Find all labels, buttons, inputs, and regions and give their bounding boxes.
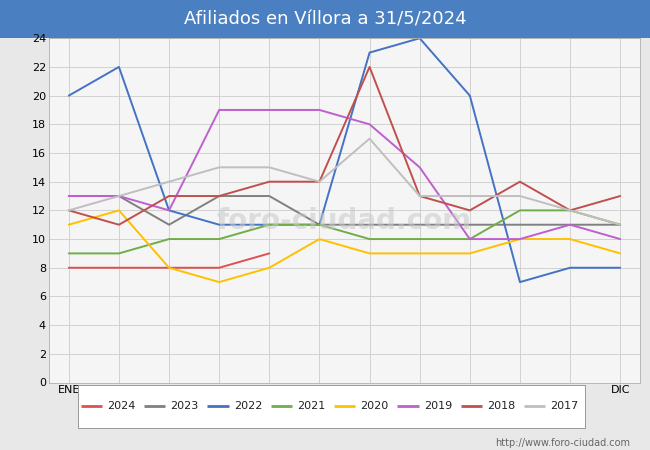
Text: 2019: 2019 bbox=[424, 401, 452, 411]
Text: 2017: 2017 bbox=[551, 401, 578, 411]
Text: 2021: 2021 bbox=[297, 401, 325, 411]
Text: 2024: 2024 bbox=[107, 401, 135, 411]
Text: foro-ciudad.com: foro-ciudad.com bbox=[217, 207, 472, 235]
Text: 2018: 2018 bbox=[487, 401, 515, 411]
Text: 2022: 2022 bbox=[233, 401, 262, 411]
Text: Afiliados en Víllora a 31/5/2024: Afiliados en Víllora a 31/5/2024 bbox=[184, 10, 466, 28]
Text: http://www.foro-ciudad.com: http://www.foro-ciudad.com bbox=[495, 438, 630, 448]
Text: 2020: 2020 bbox=[360, 401, 389, 411]
Text: 2023: 2023 bbox=[170, 401, 198, 411]
